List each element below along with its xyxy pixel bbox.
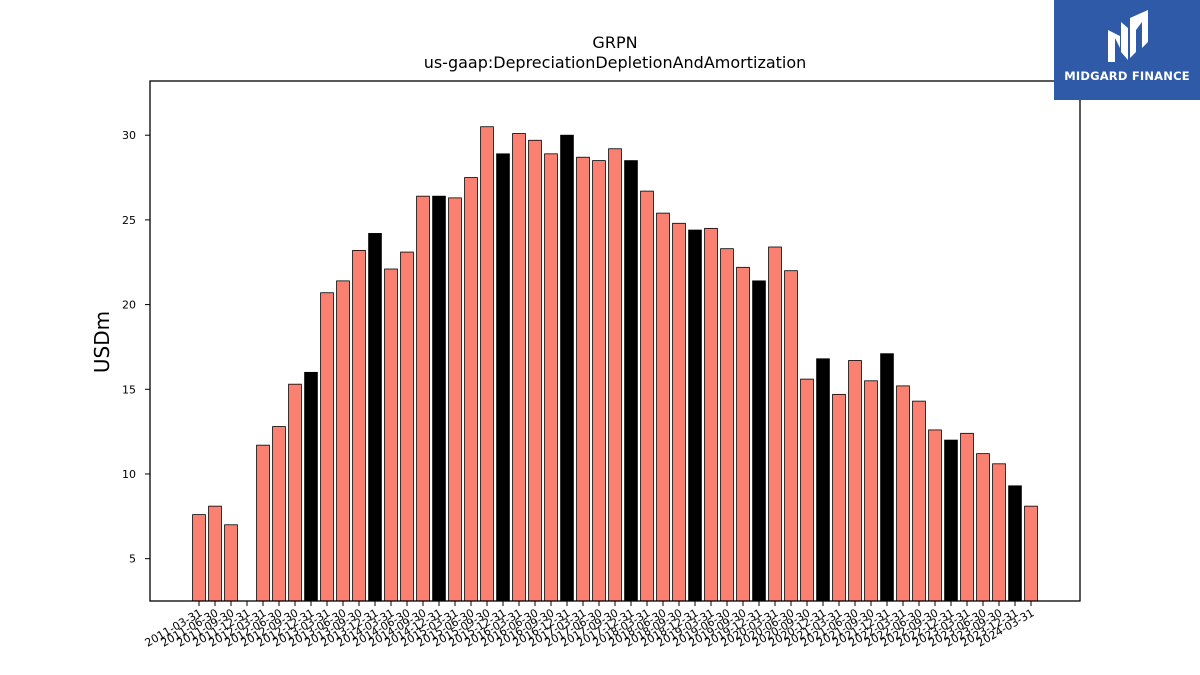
bar (1008, 485, 1022, 602)
bar (528, 139, 542, 602)
bar (944, 439, 958, 602)
bar (912, 400, 926, 602)
bar (368, 233, 382, 602)
bar (304, 371, 318, 602)
midgard-finance-logo: MIDGARD FINANCE (1054, 0, 1200, 100)
bar (432, 195, 446, 602)
bar (880, 353, 894, 602)
bar (832, 393, 846, 602)
bar (496, 153, 510, 602)
bar (768, 246, 782, 602)
bar (640, 190, 654, 602)
bar (624, 160, 638, 602)
chart-subtitle: us-gaap:DepreciationDepletionAndAmortiza… (424, 53, 807, 72)
bar (608, 148, 622, 602)
bar (512, 133, 526, 602)
bar (400, 251, 414, 602)
bar-group (192, 126, 1038, 602)
bar (416, 195, 430, 602)
bar (672, 222, 686, 602)
y-axis-ticks: 5 10 15 20 25 30 (122, 129, 150, 566)
bar (448, 197, 462, 602)
chart-title: GRPN (592, 33, 637, 52)
bar (864, 380, 878, 602)
bar (752, 280, 766, 602)
bar (224, 524, 238, 602)
bar (784, 270, 798, 602)
bar (576, 156, 590, 602)
logo-mark-icon (1108, 10, 1148, 62)
bar (272, 426, 286, 602)
y-tick-label: 5 (129, 553, 136, 566)
bar (656, 212, 670, 602)
bar (592, 160, 606, 602)
bar (960, 432, 974, 602)
bar (256, 444, 270, 602)
y-tick-label: 10 (122, 468, 136, 481)
bar (208, 505, 222, 602)
y-tick-label: 25 (122, 214, 136, 227)
plot-frame (149, 80, 1081, 602)
bar (704, 227, 718, 602)
bar (352, 249, 366, 602)
bar (192, 514, 206, 602)
logo-text: MIDGARD FINANCE (1064, 69, 1190, 83)
bar (800, 378, 814, 602)
y-tick-label: 15 (122, 383, 136, 396)
bar (384, 268, 398, 602)
bar (688, 229, 702, 602)
y-axis-label: USDm (90, 311, 114, 373)
bar (976, 453, 990, 602)
bar (816, 358, 830, 602)
bar (928, 429, 942, 602)
x-axis-ticks: 2011-03-312011-06-302011-09-302011-12-31… (143, 601, 1037, 650)
bar (320, 292, 334, 602)
bar (1024, 505, 1038, 602)
bar (736, 266, 750, 602)
bar (544, 153, 558, 602)
bar (848, 360, 862, 602)
bar (896, 385, 910, 602)
bar (288, 383, 302, 602)
bar (480, 126, 494, 602)
bar (560, 134, 574, 602)
bar (992, 463, 1006, 602)
bar (464, 177, 478, 602)
y-tick-label: 20 (122, 299, 136, 312)
y-tick-label: 30 (122, 129, 136, 142)
bar (336, 280, 350, 602)
bar (720, 248, 734, 602)
